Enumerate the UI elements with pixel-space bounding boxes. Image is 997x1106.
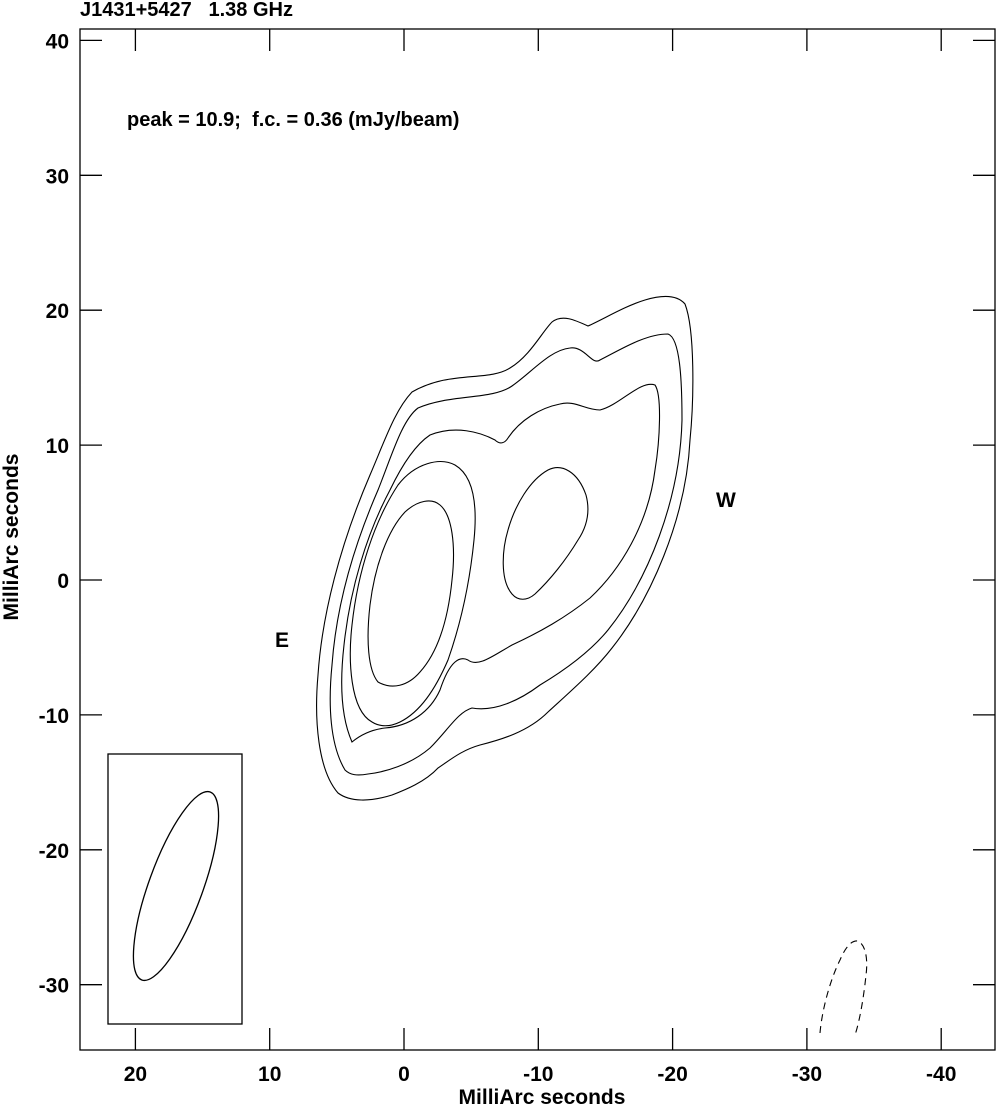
- x-tick-label: 0: [398, 1063, 410, 1086]
- contour-level-1: [316, 295, 694, 801]
- y-axis-label: MilliArc seconds: [0, 454, 23, 621]
- y-tick-label: -10: [39, 705, 69, 728]
- contour-level-3: [341, 383, 661, 743]
- y-tick-label: 20: [46, 300, 69, 323]
- x-tick-label: 20: [124, 1063, 147, 1086]
- chart-title: J1431+5427 1.38 GHz: [80, 0, 293, 21]
- contour-level-2: [329, 333, 683, 776]
- y-axis-ticks: 40 30 20 10 0 -10 -20 -30: [39, 30, 995, 998]
- y-tick-label: 30: [46, 165, 69, 188]
- y-tick-label: -30: [39, 975, 69, 998]
- beam-box: [107, 753, 243, 1025]
- y-tick-label: 0: [57, 570, 69, 593]
- contour-level-5: [367, 500, 454, 687]
- y-tick-label: 40: [46, 30, 69, 53]
- restoring-beam: [132, 790, 220, 982]
- contour-w-peak: [502, 467, 589, 600]
- plot-frame: [79, 28, 996, 1051]
- x-axis-ticks: 20 10 0 -10 -20 -30 -40: [124, 29, 956, 1086]
- peak-annotation: peak = 10.9; f.c. = 0.36 (mJy/beam): [127, 109, 459, 131]
- component-label-east: E: [275, 629, 289, 652]
- y-tick-label: 10: [46, 435, 69, 458]
- y-tick-label: -20: [39, 840, 69, 863]
- x-tick-label: -20: [657, 1063, 687, 1086]
- contour-set: [316, 295, 868, 1036]
- contour-level-4: [349, 461, 476, 727]
- x-tick-label: -40: [926, 1063, 956, 1086]
- x-tick-label: 10: [258, 1063, 281, 1086]
- component-label-west: W: [716, 489, 736, 512]
- negative-contour: [819, 940, 868, 1036]
- x-tick-label: -10: [523, 1063, 553, 1086]
- x-tick-label: -30: [792, 1063, 822, 1086]
- x-axis-label: MilliArc seconds: [459, 1086, 626, 1106]
